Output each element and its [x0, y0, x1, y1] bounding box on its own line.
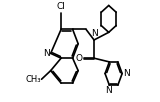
Text: N: N	[105, 86, 112, 95]
Text: Cl: Cl	[57, 2, 65, 11]
Text: CH₃: CH₃	[25, 75, 40, 84]
Text: O: O	[76, 54, 83, 63]
Text: N: N	[91, 29, 97, 38]
Text: N: N	[123, 69, 130, 78]
Text: N: N	[43, 49, 50, 58]
